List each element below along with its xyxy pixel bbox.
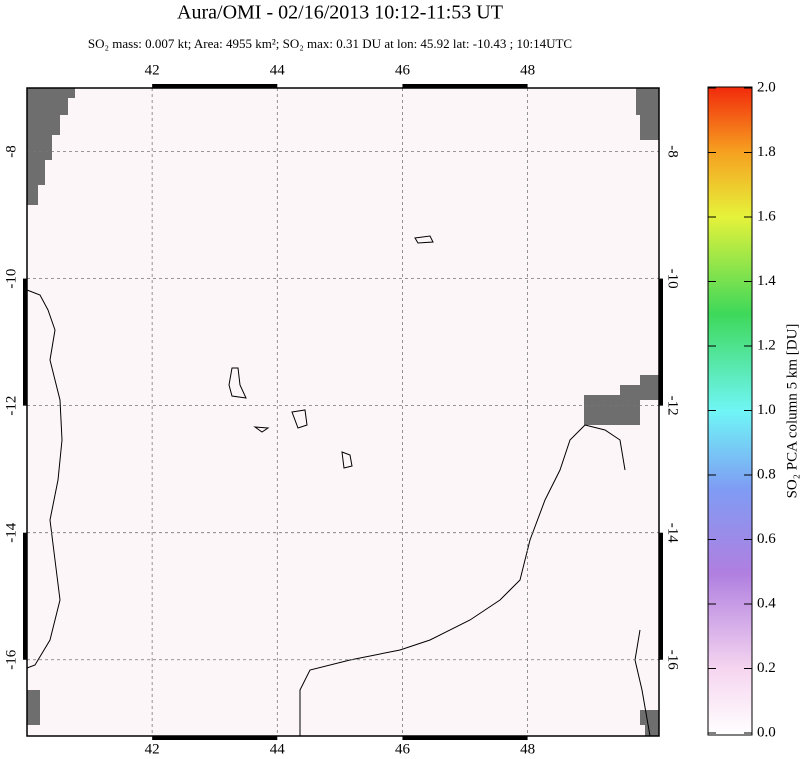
colorbar-label: SO₂ PCA column 5 km [DU]: [784, 324, 800, 499]
no-data: [636, 88, 659, 140]
frame-bar: [659, 278, 663, 406]
coastline: [584, 424, 626, 471]
map-frame: [26, 87, 660, 737]
frame-bar: [402, 736, 528, 740]
colorbar-tick-label: 1.8: [757, 144, 776, 160]
colorbar-tick-label: 0.8: [757, 466, 776, 482]
title: Aura/OMI - 02/16/2013 10:12-11:53 UT: [177, 2, 503, 24]
y-tick-label: -14: [3, 522, 19, 542]
map-area: [26, 88, 659, 737]
island: [341, 451, 353, 469]
x-tick-label: 46: [395, 62, 411, 78]
no-data: [27, 88, 75, 205]
x-tick-label: 44: [270, 62, 286, 78]
frame-bar: [659, 532, 663, 660]
x-tick-label: 42: [145, 741, 160, 757]
colorbar-tick-label: 1.4: [757, 273, 776, 289]
coastline: [634, 629, 651, 737]
colorbar-tick-label: 0.4: [757, 595, 776, 611]
y-tick-label: -12: [3, 396, 19, 416]
island: [253, 426, 270, 433]
no-data: [27, 690, 40, 725]
colorbar-tick-label: 0.2: [757, 660, 776, 676]
colorbar-tick-label: 1.2: [757, 337, 776, 353]
y-tick-label: -10: [3, 269, 19, 289]
y-tick-label: -10: [665, 269, 681, 289]
map-background: [27, 88, 659, 736]
x-tick-label: 46: [395, 741, 411, 757]
frame-bar: [23, 532, 27, 660]
x-tick-label: 44: [270, 741, 286, 757]
no-data: [640, 710, 659, 736]
island: [228, 367, 247, 399]
coastline: [26, 289, 63, 669]
island: [414, 235, 434, 244]
frame-bar: [152, 84, 278, 88]
colorbar-tick-label: 0.6: [757, 531, 776, 547]
y-tick-label: -16: [665, 650, 681, 670]
island: [291, 409, 308, 429]
colorbar-tick-label: 1.6: [757, 208, 776, 224]
colorbar-tick-label: 0.0: [757, 724, 776, 740]
frame-bar: [402, 84, 528, 88]
frame-bar: [152, 736, 278, 740]
coastline: [299, 424, 586, 736]
colorbar-tick-label: 2.0: [757, 79, 776, 95]
subtitle: SO₂ mass: 0.007 kt; Area: 4955 km²; SO₂ …: [88, 36, 572, 51]
y-tick-label: -16: [3, 649, 19, 669]
x-tick-label: 42: [145, 62, 160, 78]
x-tick-label: 48: [520, 62, 535, 78]
y-tick-label: -14: [665, 523, 681, 543]
y-tick-label: -8: [3, 145, 19, 158]
colorbar-tick-label: 1.0: [757, 402, 776, 418]
x-tick-label: 48: [520, 741, 535, 757]
frame-bar: [23, 278, 27, 406]
no-data: [584, 375, 659, 425]
y-tick-label: -12: [665, 396, 681, 416]
y-tick-label: -8: [665, 145, 681, 158]
